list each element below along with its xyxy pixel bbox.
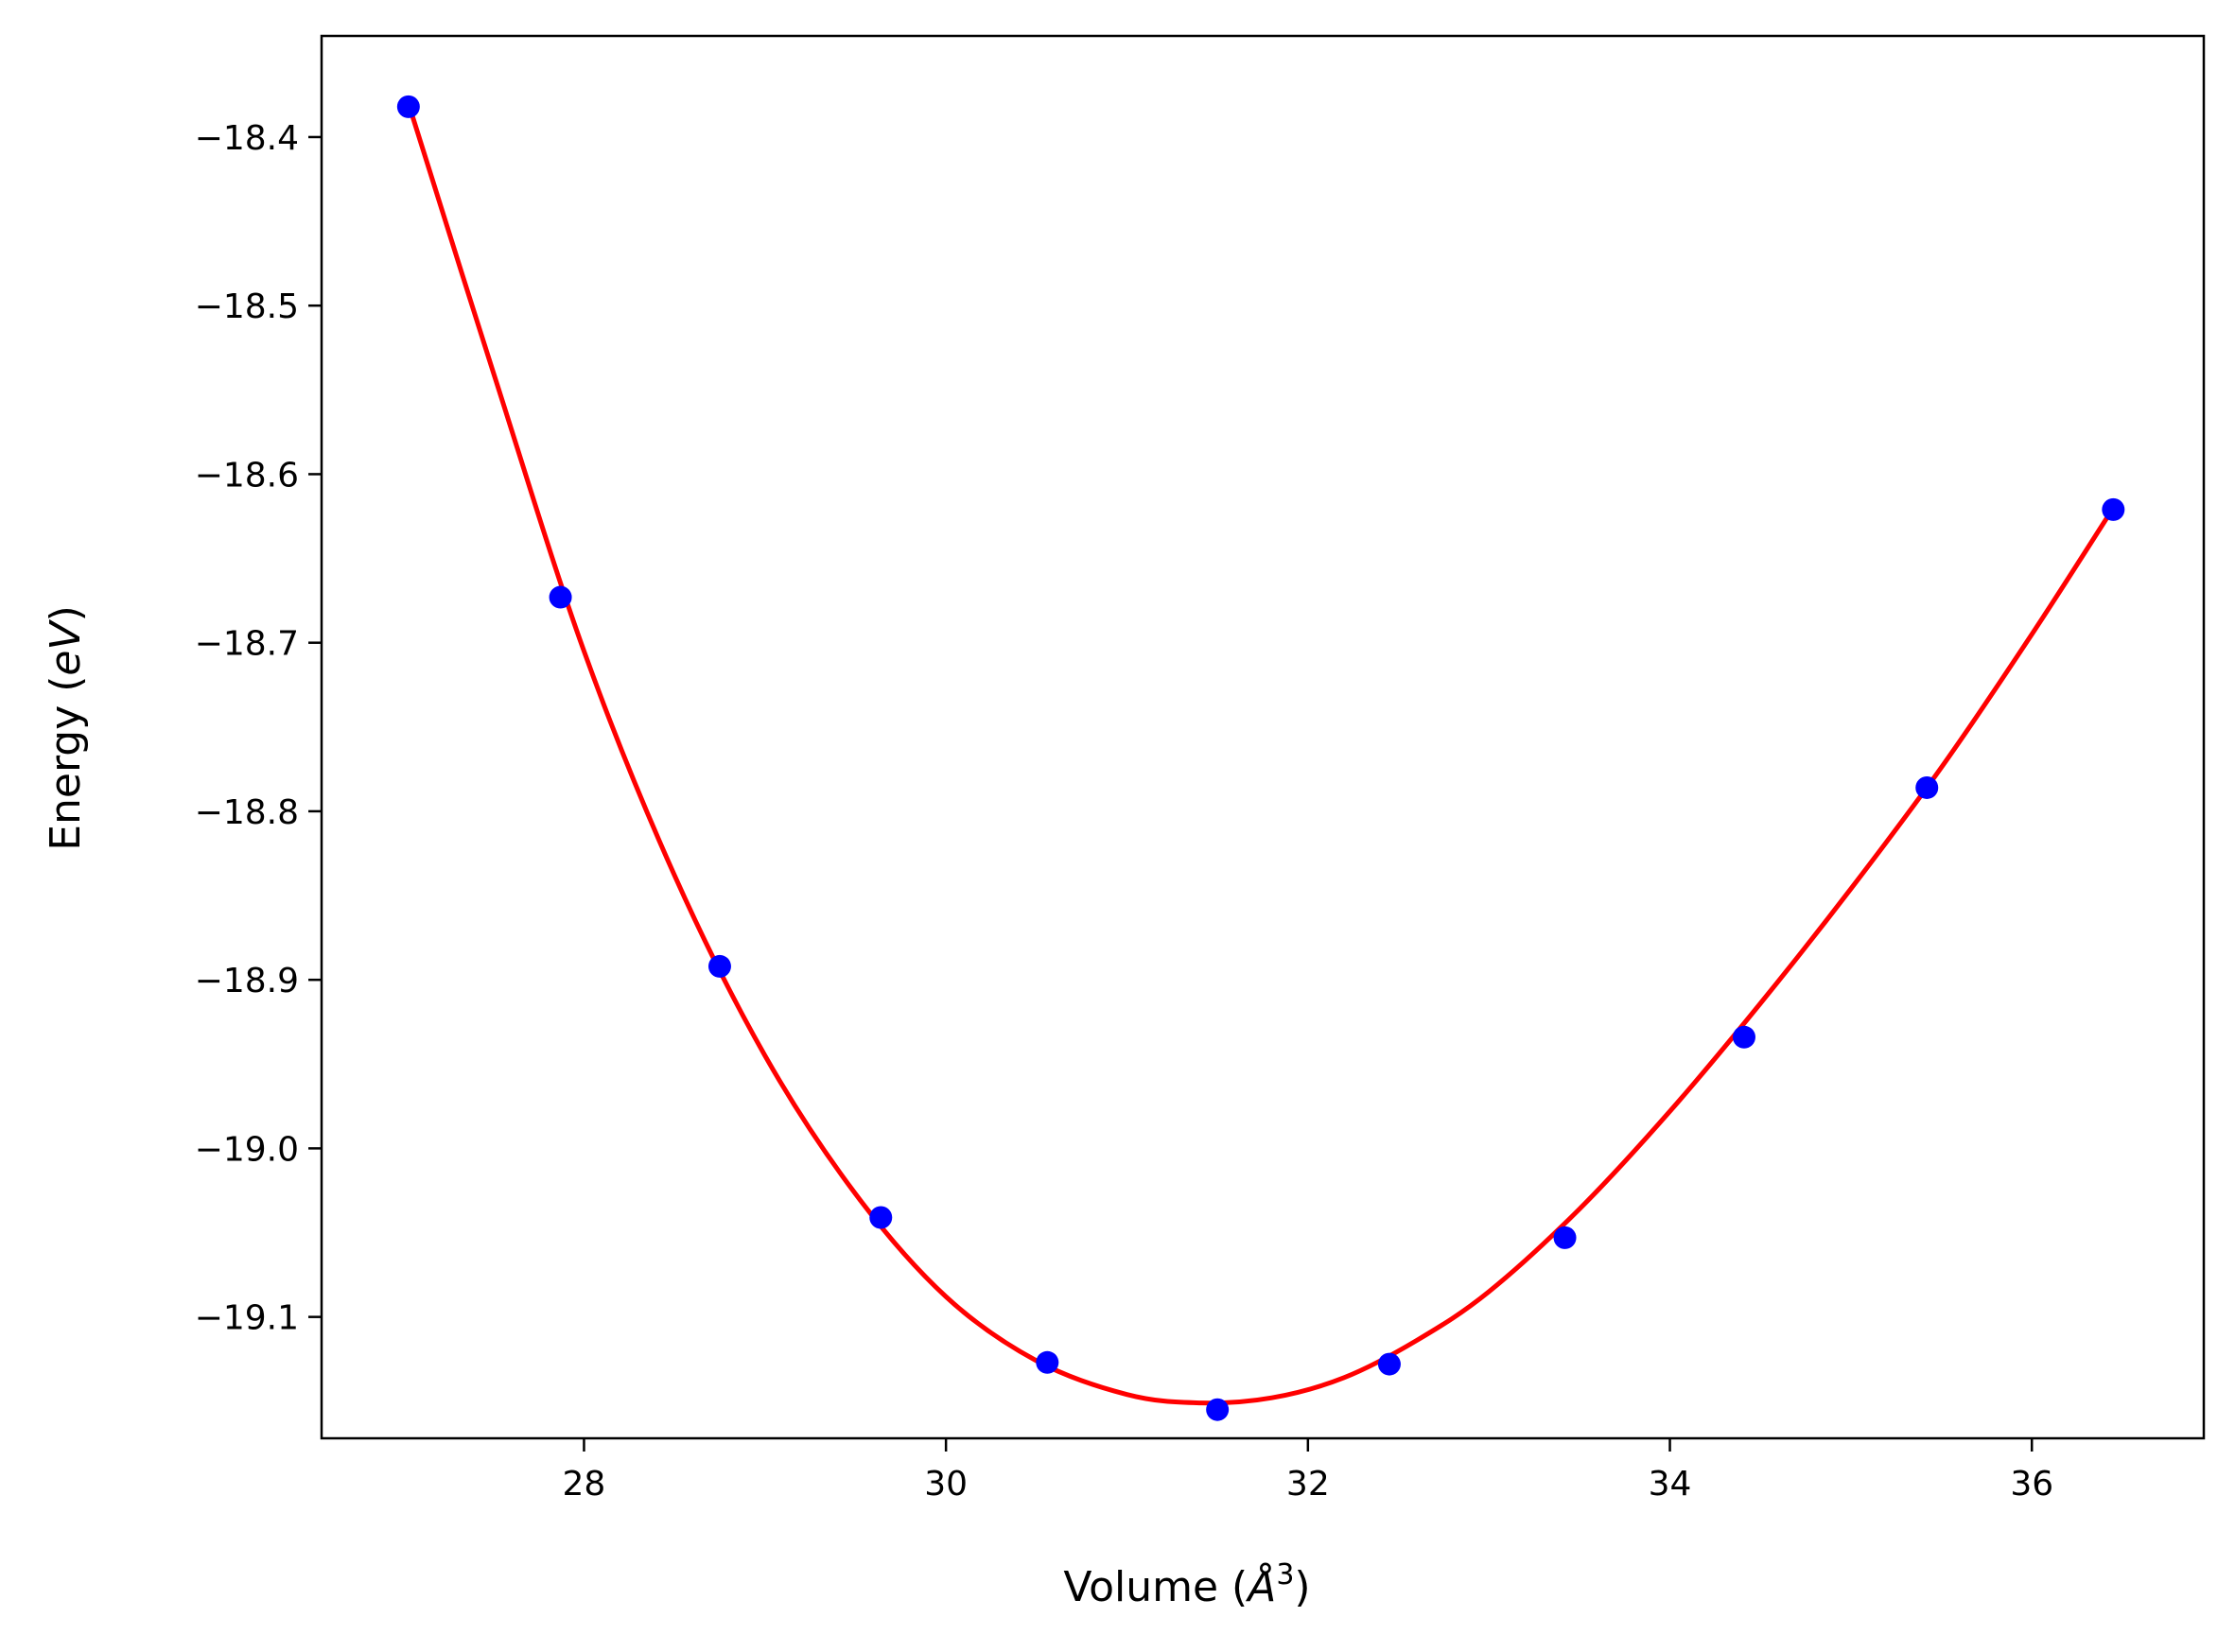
y-tick-label: −18.6 — [195, 456, 299, 495]
y-tick-label: −19.0 — [195, 1130, 299, 1169]
data-point — [1732, 1025, 1755, 1049]
data-point — [396, 95, 420, 118]
data-point — [1377, 1352, 1401, 1376]
y-tick-label: −18.5 — [195, 287, 299, 326]
x-axis-title-var: Å — [1245, 1561, 1276, 1611]
ticks: 28 30 32 34 36 −18.4 −18.5 −18.6 −18.7 −18.8 −18.9… — [195, 119, 2053, 1504]
x-tick-label: 30 — [924, 1465, 968, 1504]
x-tick-label: 32 — [1286, 1465, 1330, 1504]
data-point — [707, 954, 731, 978]
data-point — [1553, 1226, 1577, 1249]
data-marks — [396, 95, 2125, 1421]
y-axis-title-suffix: ) — [42, 605, 90, 621]
axes-frame — [320, 34, 2206, 1440]
data-point — [1036, 1350, 1059, 1374]
y-axis-title-prefix: Energy ( — [42, 676, 90, 851]
data-point — [549, 585, 572, 609]
x-axis-title: Volume (Å3) — [1063, 1558, 1310, 1611]
y-tick-label: −18.7 — [195, 625, 299, 664]
data-point — [869, 1206, 893, 1229]
x-tick-label: 36 — [2010, 1465, 2053, 1504]
y-tick-label: −18.9 — [195, 962, 299, 1000]
y-axis-title: Energy (eV) — [42, 605, 90, 851]
x-axis-title-suffix: ) — [1294, 1563, 1310, 1611]
y-tick-label: −18.4 — [195, 119, 299, 158]
y-tick-label: −18.8 — [195, 793, 299, 832]
x-axis-title-sup: 3 — [1276, 1558, 1294, 1591]
x-tick-label: 34 — [1649, 1465, 1692, 1504]
x-axis-title-prefix: Volume ( — [1063, 1563, 1248, 1611]
y-tick-label: −19.1 — [195, 1299, 299, 1338]
data-point — [1206, 1398, 1230, 1421]
data-point — [2102, 497, 2125, 521]
x-tick-label: 28 — [563, 1465, 606, 1504]
data-point — [1915, 775, 1939, 799]
y-axis-title-var: eV — [42, 619, 90, 676]
